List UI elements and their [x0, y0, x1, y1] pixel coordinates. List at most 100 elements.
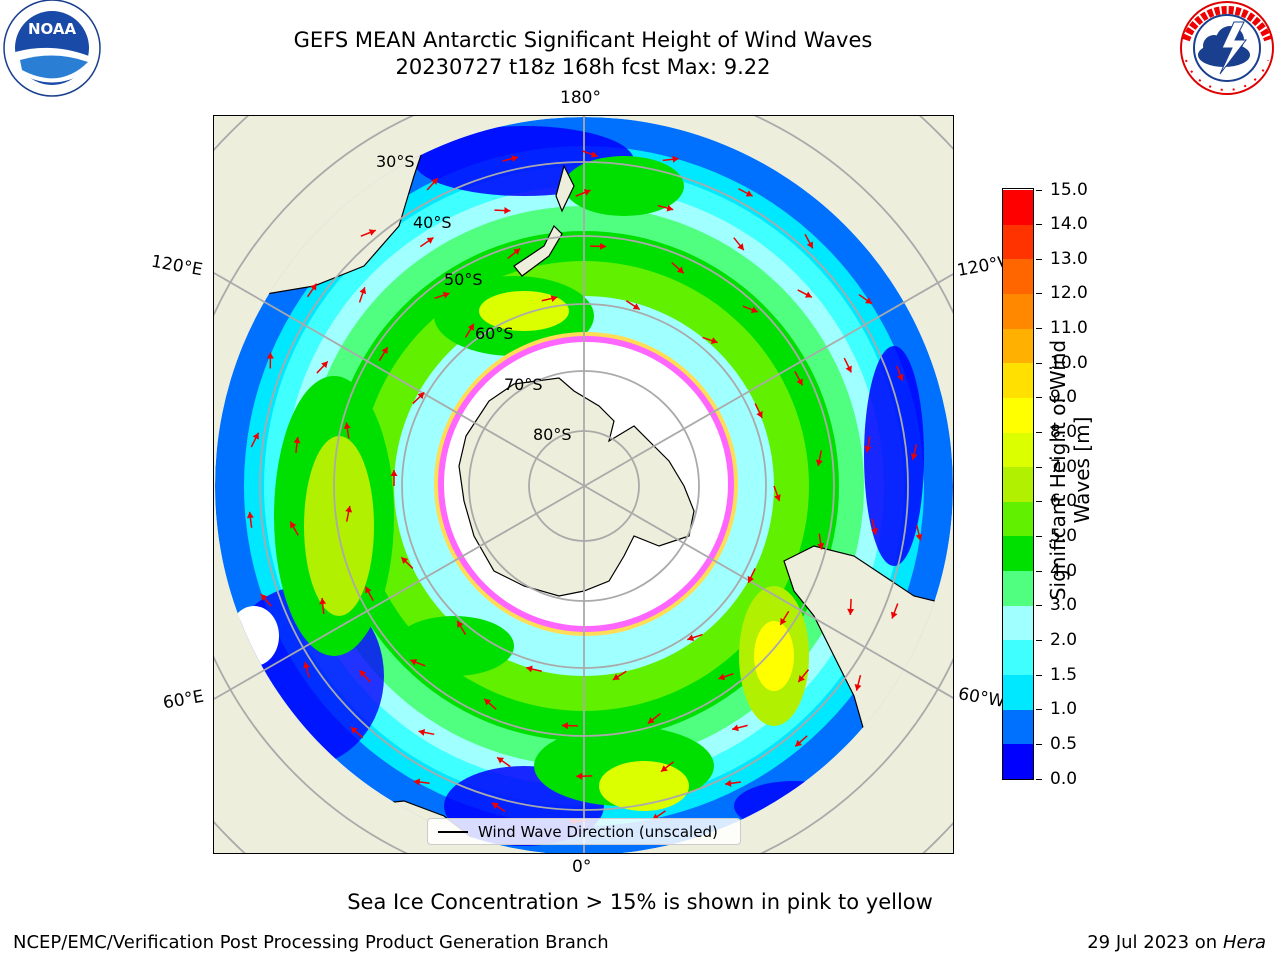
wave-arrow-head — [365, 586, 372, 594]
wave-arrow-head — [745, 190, 753, 197]
wave-arrow-head — [350, 727, 358, 734]
colorbar-tick — [1036, 362, 1042, 364]
wave-arrow-head — [795, 739, 803, 747]
wave-arrow-head — [806, 241, 813, 249]
wave-arrow-head — [660, 765, 668, 772]
map-legend: Wind Wave Direction (unscaled) — [427, 818, 741, 845]
wave-arrow-head — [676, 266, 684, 274]
colorbar-title: Significant Height of Wind Waves [m] — [1046, 290, 1094, 650]
colorbar-tick-label: 1.5 — [1050, 664, 1078, 685]
lat-label-40s: 40°S — [413, 213, 452, 232]
sea-ice-footnote: Sea Ice Concentration > 15% is shown in … — [347, 890, 933, 914]
wave-arrow-head — [666, 204, 674, 212]
wave-arrow-head — [368, 229, 376, 236]
colorbar-tick-label: 11.0 — [1050, 318, 1088, 339]
noaa-wordmark: NOAA — [28, 20, 77, 38]
colorbar-segment — [1003, 258, 1033, 294]
wave-arrow-head — [687, 634, 695, 642]
wave-arrow-head — [484, 698, 492, 706]
chart-title: GEFS MEAN Antarctic Significant Height o… — [293, 28, 873, 52]
wave-arrow-head — [865, 297, 872, 304]
colorbar-segment — [1003, 293, 1033, 329]
colorbar-tick — [1036, 778, 1042, 780]
footer-date-text: 29 Jul 2023 on — [1087, 932, 1223, 953]
wave-arrow-head — [583, 189, 591, 196]
colorbar-segment — [1003, 397, 1033, 433]
colorbar-tick — [1036, 466, 1042, 468]
wave-arrow-head — [260, 594, 268, 601]
wave-arrow-head — [796, 378, 803, 386]
colorbar-segment — [1003, 328, 1033, 364]
colorbar-segment — [1003, 224, 1033, 260]
wave-arrow-head — [798, 675, 805, 682]
wave-arrow-head — [672, 155, 679, 163]
colorbar-tick — [1036, 570, 1042, 572]
lon-label-0: 0° — [572, 857, 592, 877]
colorbar-tick — [1036, 743, 1042, 745]
wave-arrow-head — [737, 243, 744, 251]
wave-arrow-head — [513, 248, 521, 255]
colorbar-segment — [1003, 501, 1033, 537]
wave-arrow-head — [890, 611, 898, 619]
wave-arrow-head — [442, 291, 450, 299]
colorbar-tick — [1036, 397, 1042, 399]
footer-date: 29 Jul 2023 on Hera — [1087, 932, 1266, 953]
wave-arrow-head — [910, 453, 918, 460]
wave-arrow-head — [426, 237, 434, 244]
wave-arrow-head — [612, 673, 620, 680]
colorbar — [1002, 188, 1034, 780]
colorbar-segment — [1003, 605, 1033, 641]
lon-label-60e: 60°E — [161, 686, 206, 714]
map-canvas — [214, 116, 953, 853]
wave-arrow-head — [871, 528, 878, 535]
colorbar-segment — [1003, 189, 1033, 225]
colorbar-tick-label: 7.0 — [1050, 456, 1078, 477]
colorbar-segment — [1003, 535, 1033, 572]
wave-arrow-head — [417, 392, 425, 400]
colorbar-tick-label: 1.0 — [1050, 699, 1078, 720]
colorbar-tick — [1036, 258, 1042, 260]
wave-arrow-head — [310, 283, 317, 291]
colorbar-title-line2: Waves [m] — [1070, 416, 1094, 524]
colorbar-tick-label: 13.0 — [1050, 248, 1088, 269]
colorbar-segment — [1003, 743, 1033, 779]
wave-arrow-head — [747, 575, 754, 583]
lat-label-70s: 70°S — [504, 375, 543, 394]
wave-arrow-head — [561, 722, 568, 730]
colorbar-tick-label: 3.0 — [1050, 595, 1078, 616]
wave-arrow-head — [774, 494, 781, 502]
wave-arrow-head — [321, 361, 328, 369]
colorbar-tick-label: 6.0 — [1050, 491, 1078, 512]
colorbar-tick-label: 0.5 — [1050, 733, 1078, 754]
colorbar-tick-label: 15.0 — [1050, 179, 1088, 200]
colorbar-tick — [1036, 189, 1042, 191]
wave-arrow-head — [497, 757, 505, 764]
wind-wave-arrows — [246, 150, 923, 825]
wave-arrow-head — [590, 151, 598, 158]
lon-label-60w: 60°W — [956, 684, 1007, 712]
wave-arrow-head — [457, 620, 464, 628]
wave-arrow-head — [815, 459, 823, 467]
wave-arrow-head — [401, 557, 409, 564]
wave-arrow-head — [418, 728, 426, 736]
colorbar-tick-label: 9.0 — [1050, 387, 1078, 408]
wave-arrow-head — [732, 724, 739, 732]
colorbar-segment — [1003, 709, 1033, 745]
wave-arrow-head — [864, 445, 872, 453]
legend-label: Wind Wave Direction (unscaled) — [478, 823, 718, 841]
wave-arrow-head — [303, 661, 310, 669]
wave-arrow-head — [410, 658, 418, 666]
lat-label-50s: 50°S — [444, 270, 483, 289]
noaa-logo: NOAA — [3, 0, 101, 97]
wave-arrow-head — [381, 347, 388, 355]
colorbar-tick — [1036, 328, 1042, 330]
wave-arrow-head — [504, 207, 511, 215]
wave-arrow-head — [632, 303, 640, 310]
wave-arrow-head — [756, 411, 763, 418]
footer-host: Hera — [1222, 932, 1266, 953]
colorbar-tick — [1036, 293, 1042, 295]
wave-arrow-head — [343, 422, 351, 429]
wave-arrow-head — [491, 802, 499, 809]
polar-map — [213, 115, 954, 854]
wave-arrow-head — [725, 779, 732, 787]
